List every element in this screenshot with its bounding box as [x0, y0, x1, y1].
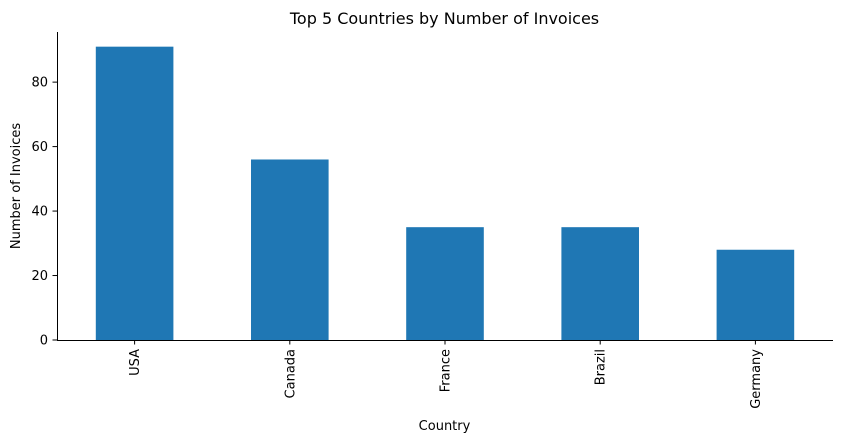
x-axis-ticks: USA Canada France Brazil Germany	[128, 340, 764, 409]
y-tick-label: 60	[31, 140, 48, 155]
bars-group	[95, 46, 795, 341]
x-tick-label: France	[439, 349, 454, 392]
bar-brazil	[561, 227, 639, 340]
y-axis-ticks: 0 20 40 60 80	[31, 76, 57, 349]
bar-canada	[251, 159, 329, 340]
x-axis-label: Country	[419, 419, 471, 434]
y-tick-label: 0	[40, 334, 48, 349]
y-tick-label: 80	[31, 76, 48, 91]
bar-france	[406, 227, 484, 340]
bar-usa	[95, 46, 174, 341]
y-axis-label: Number of Invoices	[9, 123, 24, 249]
y-tick-label: 40	[31, 205, 48, 220]
bar-germany	[716, 249, 795, 340]
y-tick-label: 20	[31, 269, 48, 284]
chart-title: Top 5 Countries by Number of Invoices	[289, 9, 599, 28]
x-tick-label: Canada	[283, 349, 298, 398]
x-tick-label: USA	[128, 349, 143, 376]
x-tick-label: Brazil	[594, 349, 609, 385]
x-tick-label: Germany	[749, 349, 764, 409]
